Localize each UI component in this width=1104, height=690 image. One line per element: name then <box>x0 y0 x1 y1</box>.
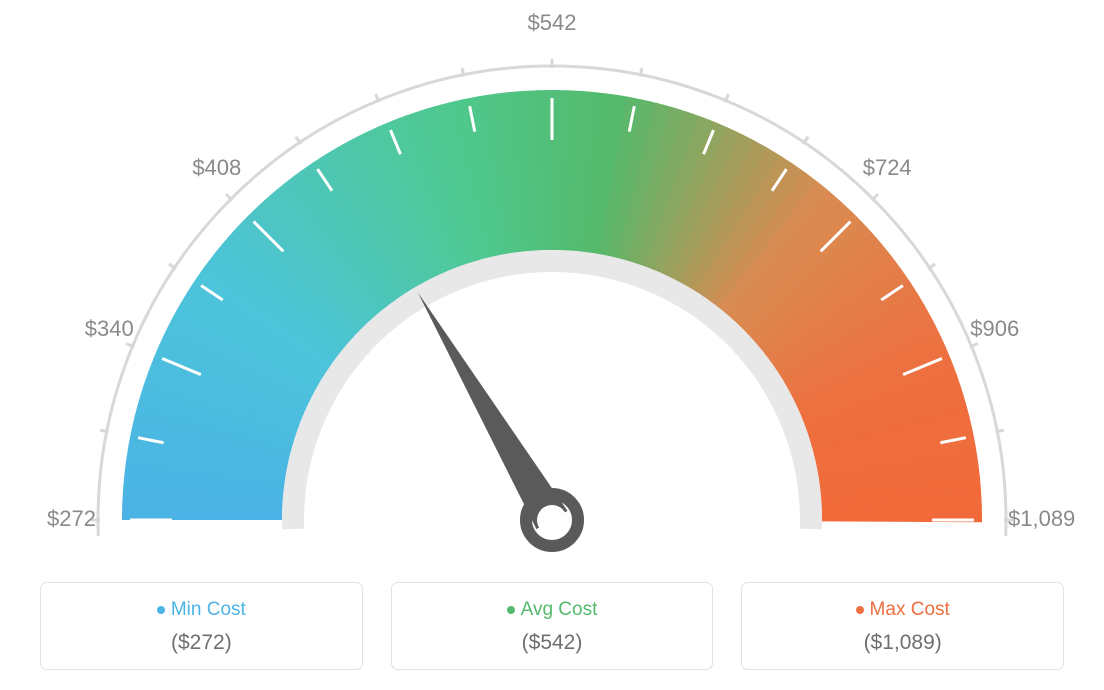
legend-title-text-min: Min Cost <box>171 599 246 621</box>
legend-title-min: Min Cost <box>157 599 246 621</box>
gauge-svg <box>22 20 1082 580</box>
legend-value-avg: ($542) <box>402 631 703 655</box>
gauge-tick-label: $724 <box>863 155 943 181</box>
gauge-tick-label: $408 <box>161 155 241 181</box>
gauge-tick-label: $542 <box>512 10 592 36</box>
legend-dot-max <box>856 606 864 614</box>
gauge-chart: $272 $340 $408 $542 $724 $906 $1,089 <box>0 0 1104 560</box>
legend-row: Min Cost ($272) Avg Cost ($542) Max Cost… <box>0 582 1104 670</box>
legend-card-max: Max Cost ($1,089) <box>741 582 1064 670</box>
legend-title-max: Max Cost <box>856 599 950 621</box>
legend-dot-min <box>157 606 165 614</box>
legend-card-avg: Avg Cost ($542) <box>391 582 714 670</box>
gauge-tick-label: $340 <box>54 316 134 342</box>
legend-dot-avg <box>507 606 515 614</box>
legend-value-min: ($272) <box>51 631 352 655</box>
legend-card-min: Min Cost ($272) <box>40 582 363 670</box>
gauge-tick-label: $1,089 <box>1008 506 1088 532</box>
gauge-tick-label: $272 <box>16 506 96 532</box>
legend-title-avg: Avg Cost <box>507 599 598 621</box>
gauge-tick-label: $906 <box>970 316 1050 342</box>
legend-title-text-max: Max Cost <box>870 599 950 621</box>
legend-value-max: ($1,089) <box>752 631 1053 655</box>
legend-title-text-avg: Avg Cost <box>521 599 598 621</box>
